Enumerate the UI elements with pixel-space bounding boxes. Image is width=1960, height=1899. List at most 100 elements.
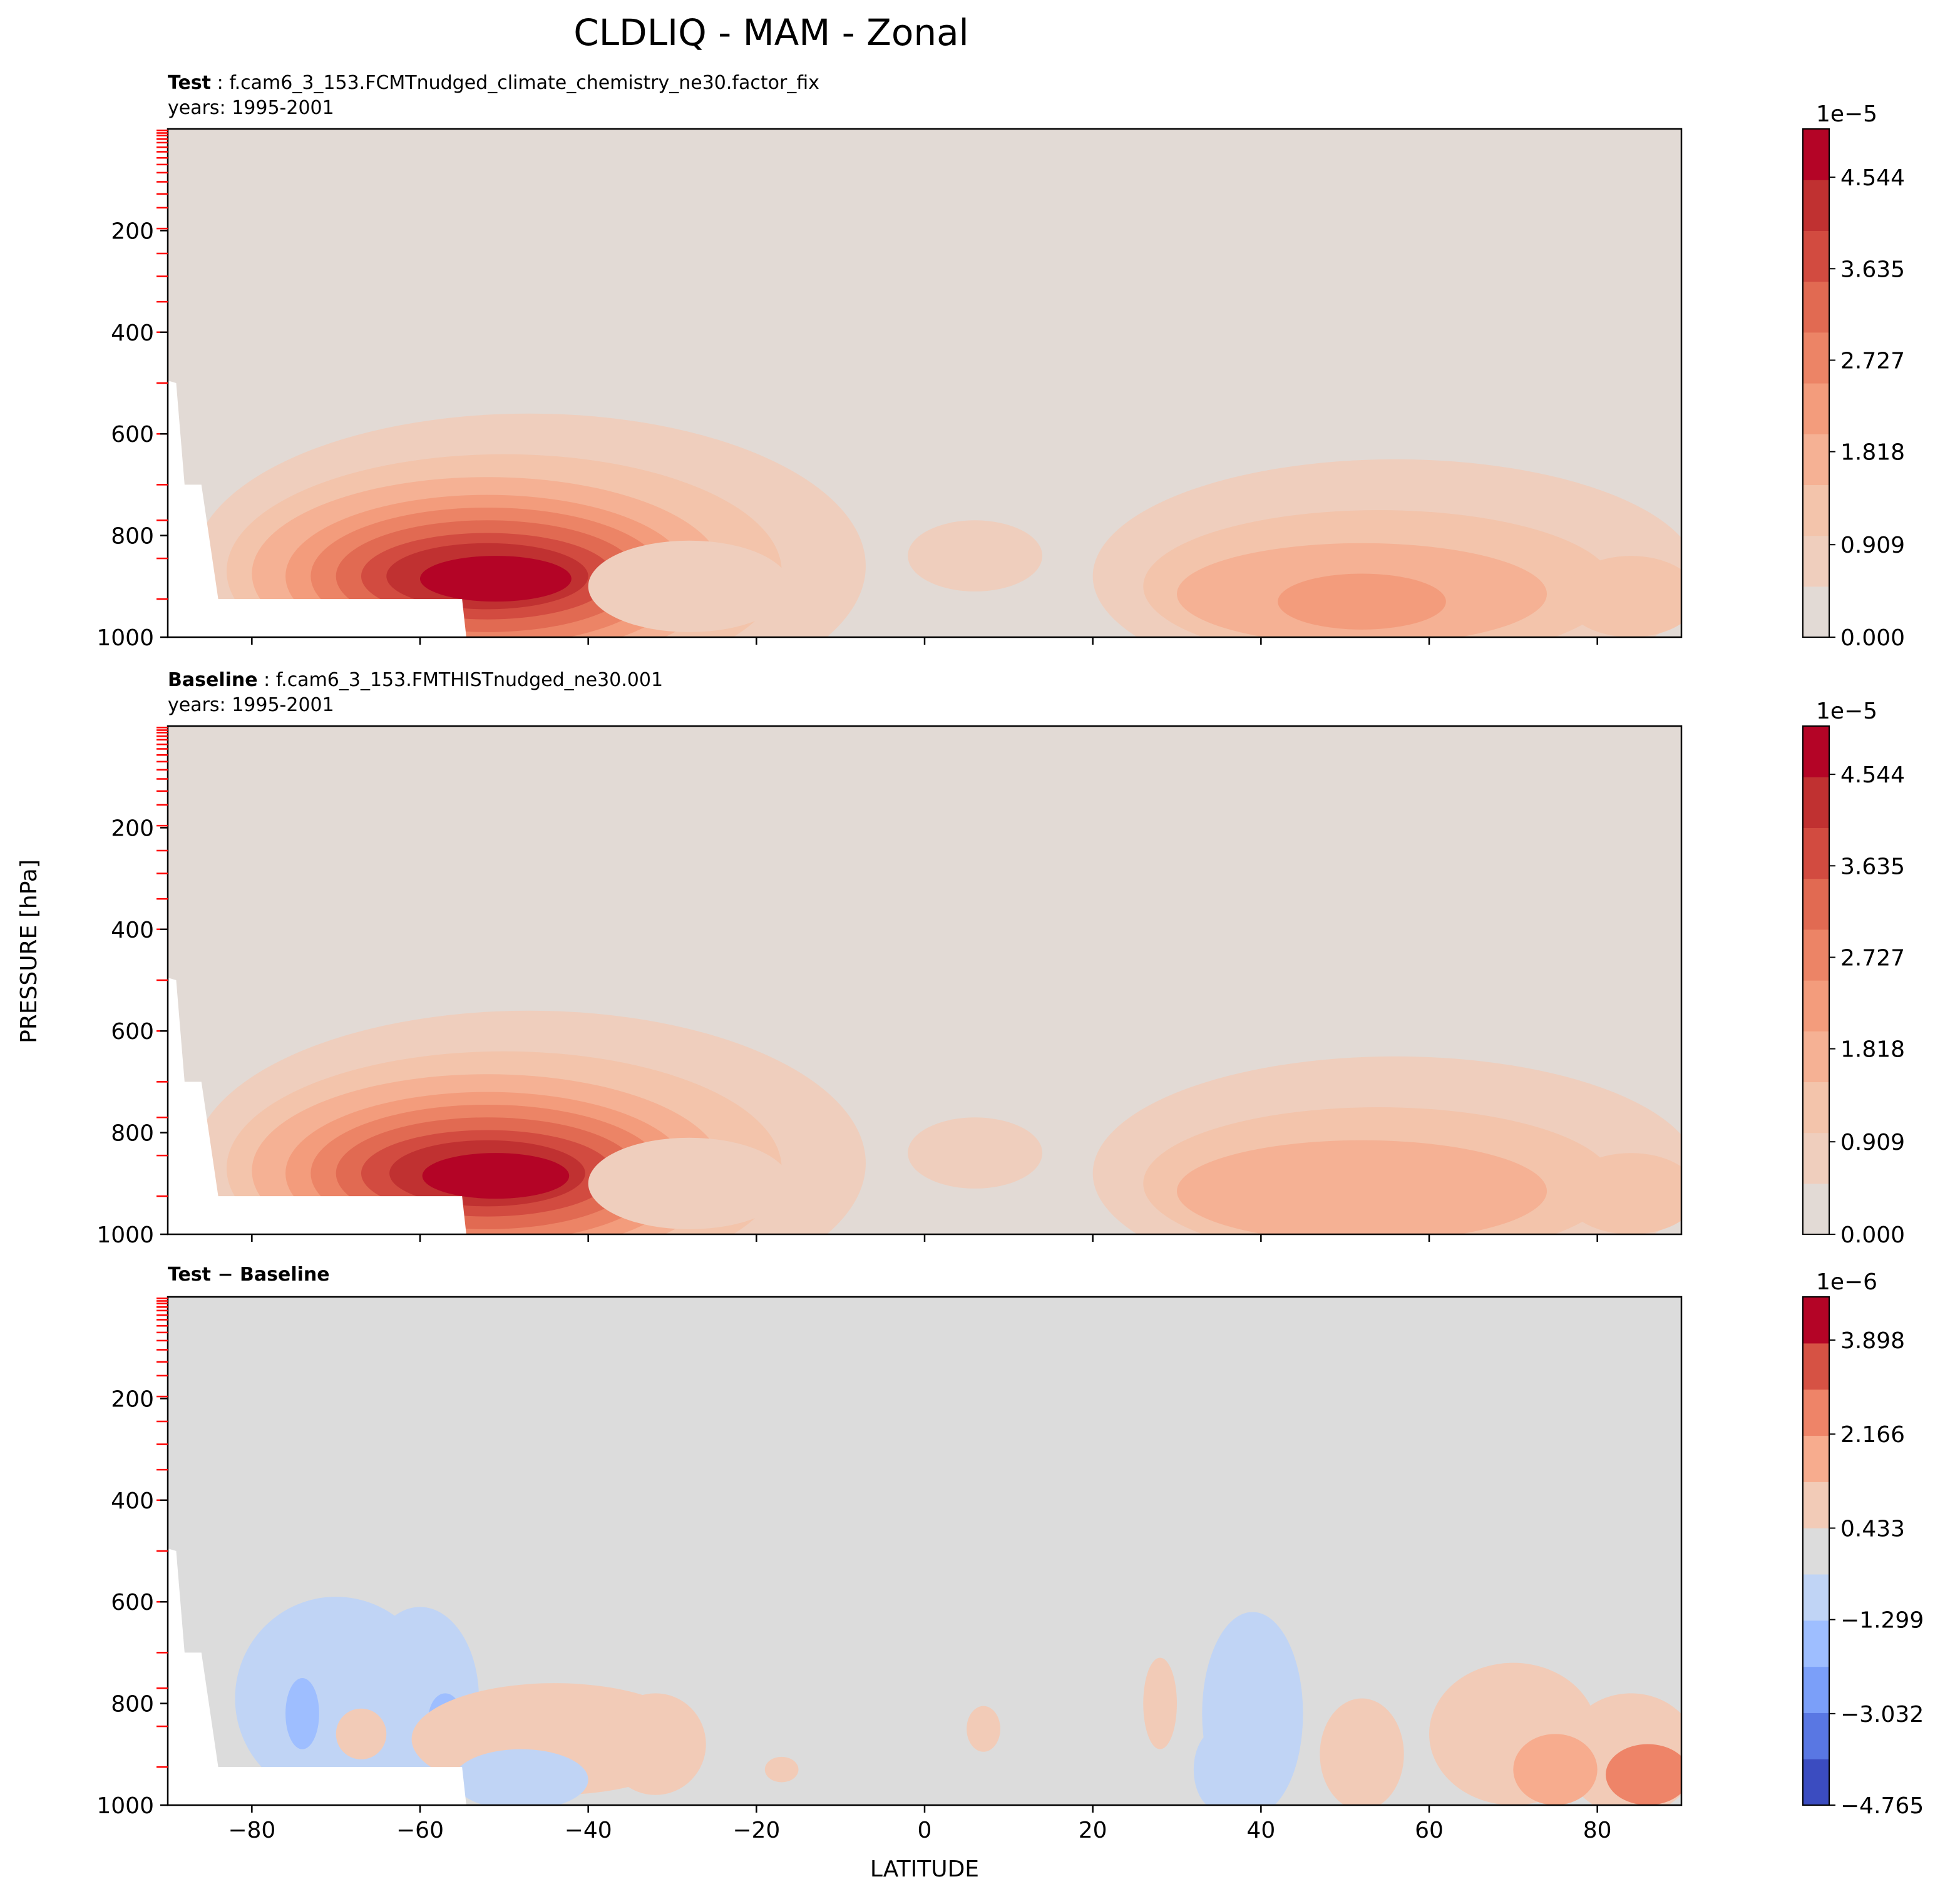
colorbar-segment (1803, 1183, 1829, 1235)
colorbar-tick-label: 4.544 (1840, 165, 1905, 191)
contour-south-max (420, 556, 572, 602)
colorbar-segment (1803, 980, 1829, 1031)
panel-test: Test : f.cam6_3_153.FCMTnudged_climate_c… (96, 72, 1905, 651)
colorbar-segment (1803, 484, 1829, 536)
colorbar-frame (1802, 725, 1830, 1235)
colorbar-segment (1803, 1343, 1829, 1390)
colorbar-segment (1803, 1297, 1829, 1344)
colorbar-tick-label: 0.433 (1840, 1516, 1905, 1542)
panel-title-bold: Baseline (168, 669, 258, 691)
panel-baseline: Baseline : f.cam6_3_153.FMTHISTnudged_ne… (96, 669, 1905, 1248)
colorbar-segment (1803, 332, 1829, 384)
y-tick-label: 400 (111, 1488, 154, 1514)
colorbar-segment (1803, 1759, 1829, 1806)
panel-title-bold: Test − Baseline (168, 1264, 330, 1286)
colorbar-tick-label: 3.635 (1840, 854, 1905, 879)
colorbar-segment (1803, 180, 1829, 231)
contour-north-pole (1563, 1153, 1681, 1234)
y-tick-label: 200 (111, 1386, 154, 1412)
colorbar: 1e−6 3.898 2.166 0.433 −1.299 −3.032 −4.765 (1802, 1269, 1924, 1819)
colorbar-tick-label: 3.635 (1840, 257, 1905, 282)
contour-diff-neg-sh3 (285, 1678, 319, 1749)
y-axis-label: PRESSURE [hPa] (16, 859, 42, 1043)
contour-diff-pos-sh3 (336, 1708, 387, 1759)
panel-title: Test − Baseline (168, 1264, 330, 1286)
colorbar-tick-label: 2.727 (1840, 348, 1905, 374)
contour-north-l3 (1177, 1140, 1547, 1234)
colorbar-segment (1803, 929, 1829, 981)
contour-diff-pos-tr2 (967, 1706, 1000, 1752)
contour-diff-neg-sh5 (453, 1749, 588, 1805)
y-tick-label: 400 (111, 320, 154, 346)
y-tick-label: 800 (111, 1121, 154, 1147)
y-tick-label: 600 (111, 1019, 154, 1045)
contour-diff-pos-sh2 (605, 1693, 706, 1795)
panel-title-rest: : f.cam6_3_153.FMTHISTnudged_ne30.001 (258, 669, 663, 691)
colorbar-exponent: 1e−6 (1816, 1269, 1877, 1295)
colorbar-segment (1803, 129, 1829, 180)
x-tick-label: 60 (1415, 1818, 1444, 1843)
colorbar-segment (1803, 777, 1829, 828)
y-tick-label: 800 (111, 524, 154, 550)
colorbar-tick-label: 3.898 (1840, 1328, 1905, 1354)
figure-title: CLDLIQ - MAM - Zonal (573, 11, 969, 54)
y-tick-label: 1000 (96, 1222, 154, 1248)
colorbar-segment (1803, 878, 1829, 930)
contour-diff-pos-nh5 (1606, 1744, 1681, 1805)
colorbar-segment (1803, 383, 1829, 434)
plot-area (168, 129, 1681, 637)
colorbar-segment (1803, 1132, 1829, 1184)
panel-title: Baseline : f.cam6_3_153.FMTHISTnudged_ne… (168, 669, 663, 691)
contour-tropics (908, 520, 1043, 591)
panel-title-bold: Test (168, 72, 211, 94)
colorbar-tick-label: 2.166 (1840, 1422, 1905, 1448)
x-tick-label: −40 (565, 1818, 612, 1843)
colorbar-segment (1803, 1389, 1829, 1436)
panel-title: Test : f.cam6_3_153.FCMTnudged_climate_c… (168, 72, 819, 94)
colorbar-segment (1803, 230, 1829, 282)
contour-diff-pos-tr1 (764, 1756, 799, 1783)
colorbar-segment (1803, 1666, 1829, 1713)
panel-years: years: 1995-2001 (168, 694, 334, 716)
y-tick-label: 200 (111, 816, 154, 841)
colorbar-segment (1803, 1435, 1829, 1482)
colorbar-segment (1803, 1528, 1829, 1575)
colorbar-tick-label: 0.000 (1840, 625, 1905, 651)
contour-north-pole (1563, 556, 1681, 637)
y-tick-label: 600 (111, 1590, 154, 1615)
y-tick-label: 1000 (96, 625, 154, 651)
contour-south-tail (588, 1137, 791, 1229)
colorbar-exponent: 1e−5 (1816, 699, 1877, 724)
colorbar-segment (1803, 281, 1829, 333)
colorbar: 1e−5 4.544 3.635 2.727 1.818 0.909 0.000 (1802, 699, 1905, 1248)
contour-south-max (422, 1153, 570, 1199)
panel-years: years: 1995-2001 (168, 97, 334, 119)
colorbar-tick-label: −1.299 (1840, 1608, 1924, 1634)
colorbar-segment (1803, 434, 1829, 485)
colorbar-tick-label: 1.818 (1840, 440, 1905, 466)
colorbar-segment (1803, 1482, 1829, 1528)
y-tick-label: 800 (111, 1692, 154, 1717)
y-tick-label: 600 (111, 422, 154, 448)
colorbar-frame (1802, 1296, 1830, 1806)
y-tick-label: 1000 (96, 1793, 154, 1819)
x-tick-label: −60 (396, 1818, 444, 1843)
x-tick-label: 80 (1583, 1818, 1612, 1843)
panel-title-rest: : f.cam6_3_153.FCMTnudged_climate_chemis… (211, 72, 819, 94)
colorbar: 1e−5 4.544 3.635 2.727 1.818 0.909 0.000 (1802, 101, 1905, 651)
x-tick-label: 0 (918, 1818, 932, 1843)
y-tick-label: 200 (111, 218, 154, 244)
colorbar-tick-label: 0.909 (1840, 1130, 1905, 1155)
y-tick-label: 400 (111, 918, 154, 943)
colorbar-tick-label: 0.000 (1840, 1222, 1905, 1248)
contour-diff-pos-nh4 (1513, 1734, 1598, 1805)
colorbar-segment (1803, 1620, 1829, 1667)
colorbar-segment (1803, 1574, 1829, 1621)
colorbar-tick-label: 0.909 (1840, 533, 1905, 558)
colorbar-tick-label: −3.032 (1840, 1702, 1924, 1728)
plot-area (168, 726, 1681, 1234)
terrain-mask (168, 380, 466, 637)
x-tick-label: 40 (1246, 1818, 1275, 1843)
